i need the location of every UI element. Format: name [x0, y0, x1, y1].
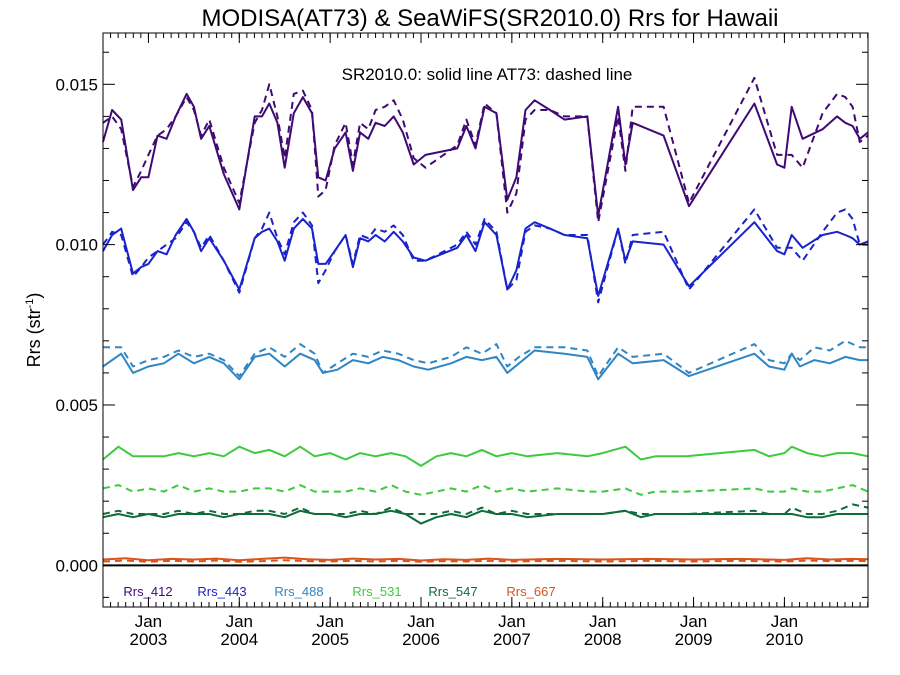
x-tick-label-month: Jan	[316, 612, 343, 631]
series-line-rrs-443-solid	[102, 218, 869, 297]
plot-frame	[102, 32, 869, 608]
series-line-rrs-443-dashed	[102, 208, 868, 304]
x-tick-label-year: 2010	[765, 630, 803, 649]
x-tick-label-month: Jan	[589, 612, 616, 631]
series-line-rrs-547-solid	[102, 509, 868, 525]
legend-item-rrs-547: Rrs_547	[428, 584, 477, 599]
series-line-rrs-488-solid	[102, 349, 868, 381]
series-line-rrs-488-dashed	[103, 339, 868, 378]
x-tick-label-year: 2006	[402, 630, 440, 649]
y-axis: 0.000 0.005 0.010 0.015	[55, 51, 868, 598]
y-axis-label-main: Rrs (str	[24, 308, 44, 367]
y-tick-label: 0.000	[55, 556, 98, 575]
series-line-rrs-667-dashed	[102, 559, 869, 563]
x-tick-label-year: 2003	[130, 630, 168, 649]
legend-item-rrs-667: Rrs_667	[506, 584, 555, 599]
x-tick-label-month: Jan	[135, 612, 162, 631]
x-tick-label-year: 2004	[220, 630, 258, 649]
y-tick-label: 0.015	[55, 75, 98, 94]
x-tick-label-month: Jan	[407, 612, 434, 631]
y-tick-label: 0.010	[55, 236, 98, 255]
series-line-rrs-531-solid	[102, 445, 869, 467]
legend-item-rrs-443: Rrs_443	[197, 584, 246, 599]
x-tick-label-month: Jan	[498, 612, 525, 631]
y-axis-label-close: )	[24, 293, 44, 299]
plot-area	[102, 32, 869, 608]
series-line-rrs-547-dashed	[102, 503, 869, 515]
x-tick-label-month: Jan	[226, 612, 253, 631]
x-tick-label-year: 2009	[675, 630, 713, 649]
x-tick-label-month: Jan	[771, 612, 798, 631]
x-tick-label-year: 2008	[584, 630, 622, 649]
series-line-rrs-412-dashed	[102, 76, 869, 224]
y-tick-label: 0.005	[55, 396, 98, 415]
y-axis-label-sup: -1	[24, 299, 36, 309]
x-tick-label-year: 2007	[493, 630, 531, 649]
series-line-rrs-667-solid	[102, 556, 869, 562]
annotation-text: SR2010.0: solid line AT73: dashed line	[342, 65, 633, 84]
chart-title: MODISA(AT73) & SeaWiFS(SR2010.0) Rrs for…	[201, 5, 778, 32]
x-tick-label-month: Jan	[680, 612, 707, 631]
series-line-rrs-531-dashed	[102, 484, 869, 496]
legend: Rrs_412 Rrs_443 Rrs_488 Rrs_531 Rrs_547 Rrs_6…	[123, 584, 555, 599]
legend-item-rrs-531: Rrs_531	[352, 584, 401, 599]
legend-item-rrs-412: Rrs_412	[123, 584, 172, 599]
legend-item-rrs-488: Rrs_488	[274, 584, 323, 599]
x-axis: Jan2003Jan2004Jan2005Jan2006Jan2007Jan20…	[102, 33, 869, 649]
x-tick-label-year: 2005	[311, 630, 349, 649]
y-axis-label: Rrs (str-1)	[24, 293, 44, 368]
series-line-rrs-412-solid	[102, 92, 869, 217]
